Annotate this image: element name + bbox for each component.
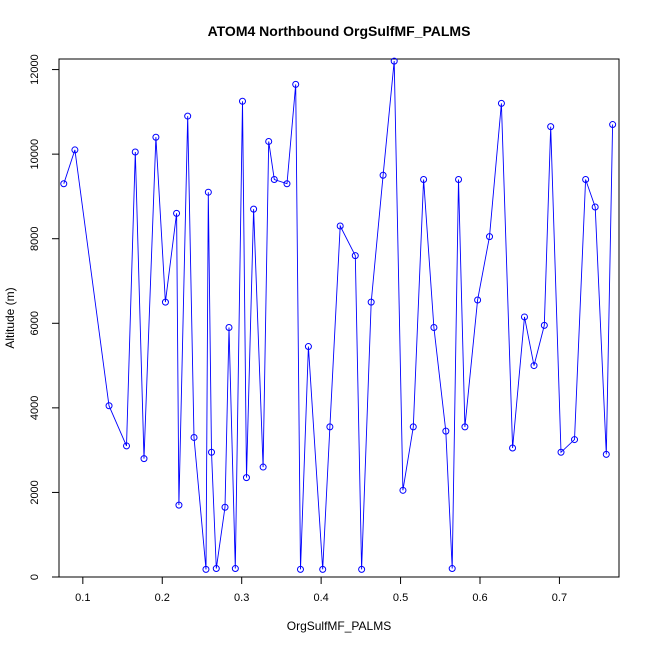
data-point bbox=[304, 343, 312, 351]
data-point bbox=[326, 423, 334, 431]
y-axis: 0 2000 4000 6000 8000 10000 12000 bbox=[29, 54, 60, 580]
data-point bbox=[173, 209, 181, 217]
y-tick-label: 4000 bbox=[29, 396, 41, 420]
data-point bbox=[497, 99, 505, 107]
x-tick-label: 0.6 bbox=[472, 592, 487, 604]
x-tick-label: 0.3 bbox=[234, 592, 249, 604]
data-point bbox=[292, 80, 300, 88]
data-point bbox=[231, 565, 239, 573]
data-point bbox=[486, 233, 494, 241]
data-point bbox=[409, 423, 417, 431]
data-point bbox=[591, 203, 599, 211]
data-point bbox=[202, 565, 210, 573]
data-point bbox=[351, 252, 359, 260]
data-point bbox=[319, 565, 327, 573]
data-point bbox=[358, 565, 366, 573]
y-tick-label: 12000 bbox=[29, 54, 41, 85]
data-point bbox=[474, 296, 482, 304]
data-point bbox=[455, 176, 463, 184]
data-point bbox=[609, 121, 617, 129]
y-tick-label: 10000 bbox=[29, 139, 41, 170]
data-point bbox=[571, 436, 579, 444]
series-layer bbox=[60, 57, 617, 573]
x-tick-label: 0.7 bbox=[552, 592, 567, 604]
data-point bbox=[296, 565, 304, 573]
y-axis-label: Altitude (m) bbox=[3, 287, 17, 348]
data-point bbox=[602, 450, 610, 458]
y-tick-label: 2000 bbox=[29, 480, 41, 504]
data-point bbox=[442, 427, 450, 435]
x-tick-label: 0.2 bbox=[155, 592, 170, 604]
data-point bbox=[250, 205, 258, 213]
data-point bbox=[208, 448, 216, 456]
data-point bbox=[367, 298, 375, 306]
y-tick-label: 6000 bbox=[29, 311, 41, 335]
data-point bbox=[259, 463, 267, 471]
data-point bbox=[204, 188, 212, 196]
data-point bbox=[283, 180, 291, 188]
x-tick-label: 0.1 bbox=[75, 592, 90, 604]
data-point bbox=[190, 433, 198, 441]
data-point bbox=[175, 501, 183, 509]
y-tick-label: 8000 bbox=[29, 226, 41, 250]
data-point bbox=[140, 455, 148, 463]
data-point bbox=[448, 565, 456, 573]
data-point bbox=[390, 57, 398, 65]
data-point bbox=[152, 133, 160, 141]
x-tick-label: 0.4 bbox=[313, 592, 328, 604]
data-point bbox=[71, 146, 79, 154]
data-point bbox=[105, 402, 113, 410]
data-point bbox=[379, 171, 387, 179]
data-point bbox=[242, 474, 250, 482]
y-tick-label: 0 bbox=[29, 574, 41, 580]
data-point bbox=[582, 176, 590, 184]
data-point bbox=[212, 565, 220, 573]
data-point bbox=[238, 97, 246, 105]
data-point bbox=[540, 321, 548, 329]
data-point bbox=[265, 137, 273, 145]
data-point bbox=[225, 324, 233, 332]
data-point bbox=[221, 503, 229, 511]
series-line bbox=[63, 61, 614, 570]
data-point bbox=[520, 313, 528, 321]
data-point bbox=[509, 444, 517, 452]
data-point bbox=[131, 148, 139, 156]
data-point bbox=[399, 486, 407, 494]
data-point bbox=[430, 324, 438, 332]
chart-title: ATOM4 Northbound OrgSulfMF_PALMS bbox=[208, 23, 471, 39]
x-tick-label: 0.5 bbox=[393, 592, 408, 604]
data-point bbox=[530, 362, 538, 370]
data-point bbox=[123, 442, 131, 450]
x-axis-label: OrgSulfMF_PALMS bbox=[287, 619, 391, 633]
data-point bbox=[270, 176, 278, 184]
data-point bbox=[557, 448, 565, 456]
data-point bbox=[336, 222, 344, 230]
data-point bbox=[60, 180, 68, 188]
x-axis: 0.1 0.2 0.3 0.4 0.5 0.6 0.7 bbox=[75, 576, 567, 604]
data-point bbox=[420, 176, 428, 184]
data-point bbox=[461, 423, 469, 431]
data-point bbox=[161, 298, 169, 306]
data-point bbox=[547, 123, 555, 131]
data-point bbox=[184, 112, 192, 120]
